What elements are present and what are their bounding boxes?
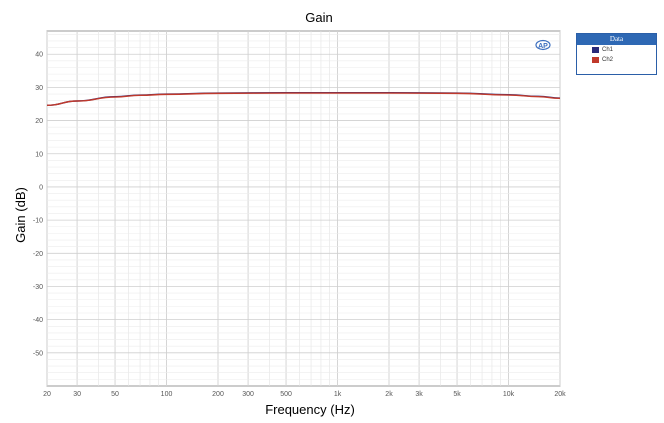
legend-label-ch1: Ch1 bbox=[602, 47, 614, 53]
legend-title: Data bbox=[577, 34, 656, 45]
y-tick-label: 40 bbox=[35, 52, 43, 59]
plot-area bbox=[46, 30, 561, 387]
x-tick-label: 500 bbox=[280, 391, 292, 398]
y-tick-label: -20 bbox=[33, 251, 43, 258]
x-tick-label: 2k bbox=[385, 391, 393, 398]
legend-label-ch2: Ch2 bbox=[602, 57, 614, 63]
x-tick-label: 1k bbox=[334, 391, 342, 398]
legend: Data Ch1 Ch2 bbox=[576, 33, 657, 75]
y-tick-label: -10 bbox=[33, 218, 43, 225]
series-line-ch2 bbox=[46, 92, 561, 107]
x-tick-label: 50 bbox=[111, 391, 119, 398]
y-tick-label: -50 bbox=[33, 350, 43, 357]
y-tick-labels: 40 30 20 10 0 -10 -20 -30 -40 -50 bbox=[33, 52, 43, 358]
x-tick-label: 20 bbox=[43, 391, 51, 398]
y-axis-label: Gain (dB) bbox=[13, 187, 28, 243]
gridlines bbox=[46, 31, 561, 386]
legend-swatch-ch1 bbox=[592, 47, 599, 53]
x-tick-labels: 20 30 50 100 200 300 500 1k 2k 3k 5k 10k 20k bbox=[43, 391, 566, 398]
x-tick-label: 200 bbox=[212, 391, 224, 398]
x-tick-label: 30 bbox=[73, 391, 81, 398]
chart-title: Gain bbox=[305, 10, 332, 25]
x-tick-label: 300 bbox=[242, 391, 254, 398]
y-tick-label: 30 bbox=[35, 85, 43, 92]
x-tick-label: 100 bbox=[161, 391, 173, 398]
y-tick-label: 10 bbox=[35, 151, 43, 158]
y-tick-label: -40 bbox=[33, 317, 43, 324]
y-tick-label: 0 bbox=[39, 184, 43, 191]
ap-logo-icon: AP bbox=[535, 39, 551, 51]
y-tick-label: -30 bbox=[33, 284, 43, 291]
series-layer bbox=[46, 92, 561, 107]
legend-swatch-ch2 bbox=[592, 57, 599, 63]
y-tick-label: 20 bbox=[35, 118, 43, 125]
x-tick-label: 3k bbox=[415, 391, 423, 398]
legend-item-ch2: Ch2 bbox=[577, 55, 656, 65]
x-tick-label: 20k bbox=[554, 391, 566, 398]
x-axis-label: Frequency (Hz) bbox=[265, 402, 355, 417]
x-tick-label: 5k bbox=[453, 391, 461, 398]
svg-text:AP: AP bbox=[538, 43, 548, 50]
legend-item-ch1: Ch1 bbox=[577, 45, 656, 55]
x-tick-label: 10k bbox=[503, 391, 515, 398]
